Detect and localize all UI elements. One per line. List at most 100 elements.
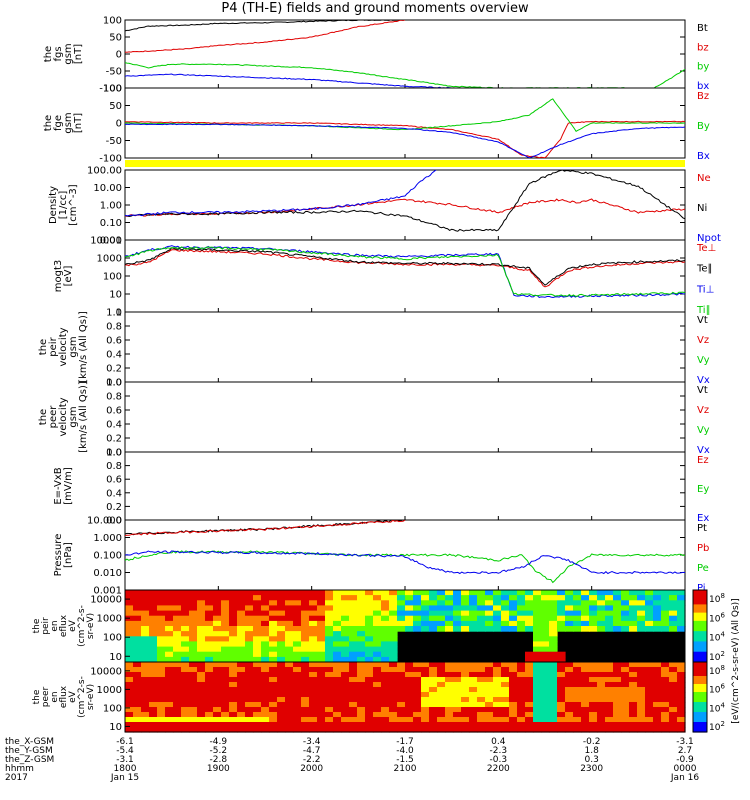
peer_spec-cbar-tick: 104: [709, 701, 725, 714]
xaxis-value: -5.2: [210, 746, 228, 756]
peer-ytick-label: 0.0: [106, 448, 122, 459]
peer_spec-colorbar-cell: [693, 730, 707, 733]
fgs-ylabel: [nT]: [73, 44, 84, 64]
peer_spec-colorbar-cell: [693, 704, 707, 707]
peer_spec-ylabel: eV: [68, 690, 78, 703]
colorbar-label: [eV/(cm^2-s-sr-eV) (All Qs)]: [731, 598, 741, 723]
peir_spec-colorbar-cell: [693, 596, 707, 599]
peer_spec-colorbar-cell: [693, 716, 707, 719]
xaxis-value: -0.3: [490, 755, 508, 765]
peir-ylabel: [km/s (All Qs)]: [78, 311, 89, 383]
fge-ytick-label: 100: [103, 84, 122, 95]
peer_spec-cbar-tick: 108: [709, 664, 725, 677]
fgs-ytick-label: 50: [109, 33, 122, 44]
peer_spec-colorbar-cell: [693, 728, 707, 731]
fgs-ylabel: gsm: [63, 43, 74, 64]
pressure-series-Pi: [125, 550, 685, 575]
fge-series-Bz: [125, 120, 685, 158]
temp-legend-Ti∥: Ti∥: [696, 305, 711, 316]
peir-ylabel: gsm: [68, 336, 79, 357]
peer_spec-colorbar-cell: [693, 680, 707, 683]
peer_spec-colorbar-cell: [693, 718, 707, 721]
xaxis-value: 2.7: [678, 746, 692, 756]
peer_spec-colorbar-cell: [693, 672, 707, 675]
peir_spec-colorbar-cell: [693, 653, 707, 657]
fge-legend-Bz: Bz: [697, 91, 709, 102]
efield-ytick-label: 0.0: [106, 516, 122, 527]
peer_spec-colorbar-cell: [693, 700, 707, 703]
fge-ytick-label: -100: [99, 154, 122, 165]
peir_spec-colorbar-cell: [693, 635, 707, 638]
xaxis-value: 2100: [394, 764, 417, 774]
peir_spec-colorbar-cell: [693, 616, 707, 620]
density-ylabel: [1/cc]: [58, 191, 69, 220]
peir_spec-colorbar-cell: [693, 657, 707, 661]
temp-series-Te∥: [125, 247, 685, 286]
peir_spec-ytick-label: 10000: [90, 595, 122, 606]
xaxis-value: -4.0: [396, 746, 414, 756]
peer_spec-colorbar-cell: [693, 686, 707, 689]
peir-ytick-label: 0.4: [106, 350, 122, 361]
fge-ylabel: [nT]: [73, 113, 84, 133]
peer_spec-colorbar-cell: [693, 682, 707, 685]
peir_spec-ytick-label: 1000: [97, 614, 122, 625]
xaxis-value: -2.8: [210, 755, 228, 765]
pressure-legend-Pe: Pe: [697, 563, 709, 574]
efield-legend-Ez: Ez: [697, 455, 709, 466]
peer_spec-colorbar-cell: [693, 706, 707, 709]
density-ylabel: [cm^-3]: [68, 184, 79, 225]
peir_spec-ytick-label: 10: [109, 652, 122, 663]
peir_spec-colorbar-cell: [693, 659, 707, 663]
pressure-ytick-label: 0.001: [93, 586, 122, 597]
temp-ylabel: [eV]: [63, 266, 74, 287]
fgs-series-Bt: [125, 20, 406, 32]
peer-legend-Vy: Vy: [697, 425, 710, 436]
peer_spec-colorbar-cell: [693, 684, 707, 687]
fge-ylabel: the: [43, 115, 54, 131]
efield-ylabel: [mV/m]: [63, 467, 74, 505]
chart-title: P4 (TH-E) fields and ground moments over…: [221, 1, 529, 16]
fgs-series-bx: [125, 73, 452, 88]
peir_spec-ylabel: peir: [41, 617, 51, 635]
fgs-series-by: [125, 62, 685, 88]
fge-series-By: [125, 98, 685, 132]
peer_spec-colorbar-cell: [693, 698, 707, 701]
peer_spec-colorbar-cell: [693, 724, 707, 727]
peir_spec-colorbar-cell: [693, 649, 707, 653]
xaxis-value: -2.2: [303, 755, 321, 765]
peer-ylabel: [km/s (All Qs)]: [78, 381, 89, 453]
peir_spec-colorbar-cell: [693, 600, 707, 603]
xaxis-value: 1900: [207, 764, 230, 774]
density-ytick-label: 1.00: [100, 201, 122, 212]
xaxis-value: -3.1: [116, 755, 134, 765]
xaxis-value: -6.1: [116, 737, 134, 747]
xaxis-value: -4.9: [210, 737, 228, 747]
temp-series-Ti∥: [125, 246, 685, 297]
peir_spec-ytick-label: 100: [103, 633, 122, 644]
peer-ytick-label: 0.2: [106, 434, 122, 445]
peer-legend-Vt: Vt: [697, 385, 708, 396]
peir_spec-ylabel: en: [50, 620, 60, 631]
fgs-ytick-label: 0: [116, 50, 122, 61]
fgs-legend-by: by: [697, 62, 709, 73]
xaxis-value: -5.4: [116, 746, 134, 756]
peer_spec-ytick-label: 100: [103, 703, 122, 714]
peir_spec-colorbar-cell: [693, 608, 707, 612]
xaxis-value: 2000: [300, 764, 323, 774]
peer_spec-colorbar-cell: [693, 708, 707, 711]
density-ytick-label: 0.10: [100, 218, 122, 229]
peir_spec-ylabel: (cm^2-s-: [77, 605, 87, 647]
xaxis-row-label: the_X-GSM: [5, 737, 54, 747]
density-series-Ni: [125, 170, 685, 232]
peir_spec-ylabel: eV: [68, 619, 78, 632]
xaxis-value: -3.4: [303, 737, 321, 747]
xaxis-value: -0.9: [676, 755, 694, 765]
xaxis-value: 0000: [674, 764, 697, 774]
efield-ytick-label: 0.2: [106, 502, 122, 513]
peer_spec-colorbar-cell: [693, 694, 707, 697]
peir_spec-colorbar-cell: [693, 590, 707, 593]
peir_spec-colorbar-cell: [693, 631, 707, 634]
peir-legend-Vx: Vx: [697, 375, 710, 386]
fge-ytick-label: -50: [106, 136, 122, 147]
peer_spec-colorbar-cell: [693, 676, 707, 679]
